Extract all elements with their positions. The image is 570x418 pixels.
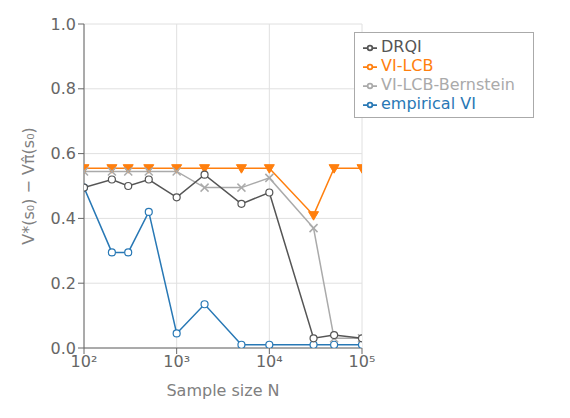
svg-text:0.0: 0.0 bbox=[51, 339, 76, 358]
svg-text:10³: 10³ bbox=[163, 352, 190, 371]
svg-text:0.6: 0.6 bbox=[51, 144, 76, 163]
html-text:VI-LCB: VI-LCB bbox=[381, 56, 434, 75]
svg-text:0.8: 0.8 bbox=[51, 79, 76, 98]
html-text:VI-LCB-Bernstein: VI-LCB-Bernstein bbox=[381, 75, 515, 94]
html-text:empirical VI: empirical VI bbox=[381, 94, 476, 113]
svg-text:10²: 10² bbox=[70, 352, 98, 372]
html-text:DRQI: DRQI bbox=[381, 37, 422, 56]
svg-text:0.2: 0.2 bbox=[51, 274, 76, 293]
svg-text:10⁵: 10⁵ bbox=[349, 352, 376, 371]
svg-text:1.0: 1.0 bbox=[51, 15, 76, 34]
svg-text:Sample size N: Sample size N bbox=[166, 381, 279, 400]
svg-text:10⁴: 10⁴ bbox=[256, 352, 283, 371]
svg-text:0.4: 0.4 bbox=[51, 209, 76, 228]
svg-text:V*(s₀) − Vπ̂(s₀): V*(s₀) − Vπ̂(s₀) bbox=[19, 127, 38, 245]
